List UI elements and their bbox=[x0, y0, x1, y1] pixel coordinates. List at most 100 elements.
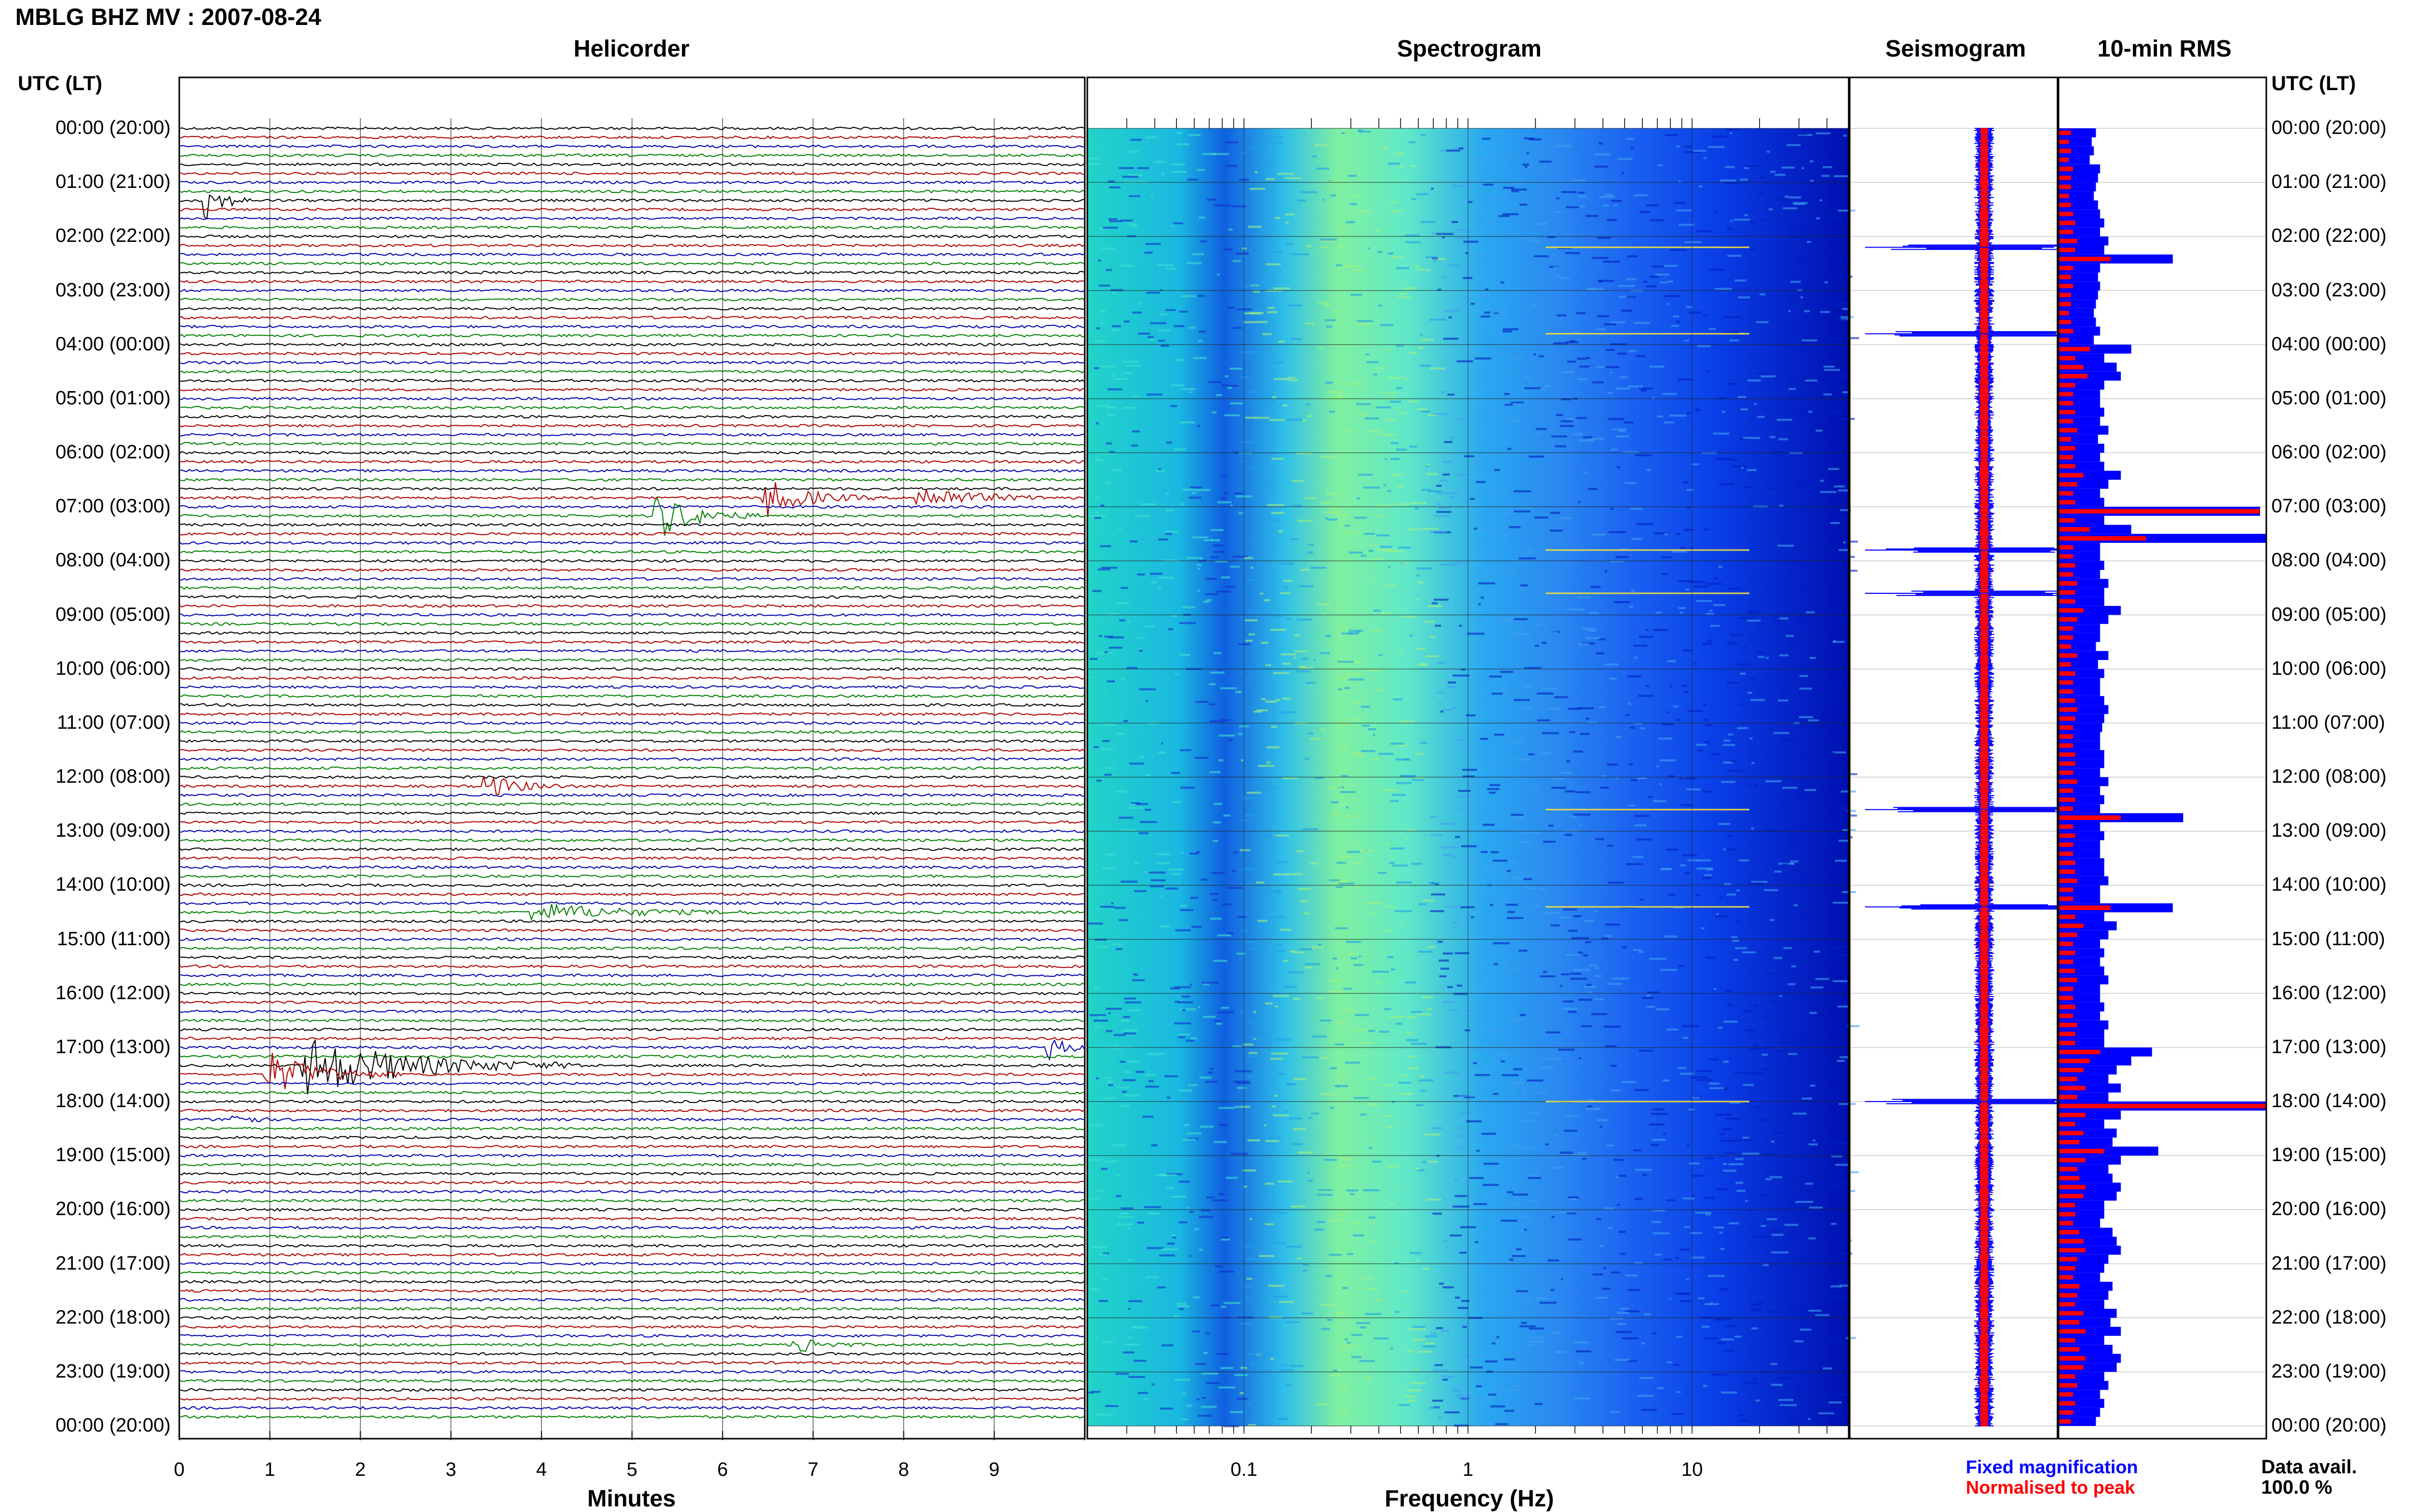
spectrogram-speckle bbox=[1341, 1158, 1353, 1160]
spectrogram-speckle bbox=[1730, 760, 1736, 762]
spectrogram-speckle bbox=[1200, 878, 1208, 881]
spectrogram-speckle bbox=[1394, 910, 1412, 913]
spectrogram-speckle bbox=[1493, 1092, 1499, 1095]
spectrogram-speckle bbox=[1608, 418, 1625, 420]
spectrogram-speckle bbox=[1401, 922, 1404, 924]
spectrogram-speckle bbox=[1638, 387, 1653, 390]
spectrogram-speckle bbox=[1702, 790, 1713, 793]
spectrogram-speckle bbox=[1426, 465, 1429, 468]
spectrogram-speckle bbox=[1578, 1362, 1584, 1364]
spectrogram-speckle bbox=[1119, 1020, 1130, 1022]
spectrogram-speckle bbox=[1216, 1023, 1222, 1025]
spectrogram-speckle bbox=[1455, 237, 1472, 239]
spectrogram-speckle bbox=[1589, 964, 1597, 967]
spectrogram-speckle bbox=[1686, 506, 1691, 509]
spectrogram-speckle bbox=[1478, 158, 1489, 161]
spectrogram-speckle bbox=[1848, 1171, 1859, 1173]
spectrogram-speckle bbox=[1275, 1038, 1292, 1041]
spectrogram-speckle bbox=[1182, 488, 1195, 491]
spectrogram-speckle bbox=[1420, 133, 1426, 136]
spectrogram-speckle bbox=[1159, 1254, 1175, 1257]
spectrogram-speckle bbox=[1440, 968, 1449, 970]
spectrogram-speckle bbox=[1277, 861, 1287, 864]
spectrogram-speckle bbox=[1326, 181, 1338, 183]
spectrogram-speckle bbox=[1697, 1297, 1705, 1300]
spectrogram-speckle bbox=[1770, 919, 1775, 921]
spectrogram-speckle bbox=[1661, 556, 1672, 559]
spectrogram-speckle bbox=[1237, 1087, 1246, 1089]
spectrogram-speckle bbox=[1453, 993, 1468, 995]
spectrogram-speckle bbox=[1507, 1191, 1514, 1194]
spectrogram-speckle bbox=[1193, 1296, 1200, 1299]
spectrogram-speckle bbox=[1709, 610, 1713, 612]
spectrogram-speckle bbox=[1800, 160, 1809, 163]
rms-bar-normalised bbox=[2059, 392, 2073, 397]
spectrogram-speckle bbox=[1535, 1297, 1547, 1300]
spectrogram-speckle bbox=[1589, 437, 1604, 440]
spectrogram-speckle bbox=[1519, 557, 1536, 560]
spectrogram-speckle bbox=[1349, 382, 1366, 385]
spectrogram-speckle bbox=[1273, 1114, 1290, 1117]
spectrogram-speckle bbox=[1676, 719, 1681, 721]
rms-bar-normalised bbox=[2059, 401, 2073, 406]
spectrogram-speckle bbox=[1500, 1220, 1518, 1222]
spectrogram-speckle bbox=[1323, 612, 1326, 615]
spectrogram-speckle bbox=[1436, 485, 1442, 487]
spectrogram-speckle bbox=[1485, 221, 1493, 224]
spectrogram-speckle bbox=[1436, 511, 1451, 513]
spectrogram-speckle bbox=[1524, 376, 1530, 378]
spectrogram-speckle bbox=[1511, 401, 1524, 404]
spectrogram-speckle bbox=[1277, 893, 1280, 895]
helicorder-trace bbox=[179, 775, 1085, 779]
spectrogram-speckle bbox=[1455, 836, 1460, 838]
spectrogram-speckle bbox=[1539, 1092, 1545, 1094]
spectrogram-speckle bbox=[1416, 648, 1426, 650]
spectrogram-speckle bbox=[1506, 917, 1524, 919]
spectrogram-speckle bbox=[1412, 779, 1424, 781]
spectrogram-speckle bbox=[1289, 1365, 1303, 1367]
helicorder-trace bbox=[179, 811, 1085, 815]
spectrogram-speckle bbox=[1253, 290, 1260, 293]
spectrogram-speckle bbox=[1680, 1073, 1694, 1075]
hour-label-left: 00:00 (20:00) bbox=[55, 1415, 171, 1436]
helicorder-trace bbox=[179, 1315, 1085, 1320]
spectrogram-speckle bbox=[1102, 740, 1110, 743]
spectrogram-speckle bbox=[1139, 832, 1149, 835]
spectrogram-speckle bbox=[1351, 1356, 1362, 1358]
spectrogram-speckle bbox=[1400, 412, 1407, 415]
spectrogram-speckle bbox=[1432, 1213, 1442, 1215]
spectrogram-speckle bbox=[1149, 885, 1164, 888]
spectrogram-speckle bbox=[1800, 1328, 1812, 1331]
spectrogram-speckle bbox=[1354, 1029, 1371, 1031]
spectrogram-speckle bbox=[1299, 900, 1309, 902]
spectrogram-speckle bbox=[1455, 1394, 1472, 1396]
spectrogram-speckle bbox=[1114, 906, 1126, 909]
spectrogram-speckle bbox=[1367, 1103, 1381, 1106]
spectrogram-speckle bbox=[1429, 636, 1436, 638]
spectrogram-speckle bbox=[1679, 777, 1695, 780]
spectrogram-speckle bbox=[1159, 576, 1174, 579]
rms-bar-normalised bbox=[2059, 409, 2075, 415]
spectrogram-speckle bbox=[1123, 320, 1130, 323]
spectrogram-speckle bbox=[1186, 557, 1202, 559]
spectrogram-speckle bbox=[1346, 941, 1361, 943]
spectrogram-speckle bbox=[1788, 983, 1796, 985]
spectrogram-speckle bbox=[1788, 310, 1791, 313]
rms-bar-normalised bbox=[2059, 833, 2075, 838]
spectrogram-speckle bbox=[1542, 732, 1559, 734]
spectrogram-speckle bbox=[1770, 1000, 1780, 1003]
spectrogram-speckle bbox=[1336, 881, 1350, 883]
spectrogram-speckle bbox=[1424, 1335, 1438, 1337]
spectrogram-speckle bbox=[1150, 322, 1166, 324]
spectrogram-speckle bbox=[1243, 321, 1258, 323]
helicorder-trace bbox=[179, 982, 1085, 986]
spectrogram-speckle bbox=[1742, 951, 1758, 954]
spectrogram-speckle bbox=[1190, 896, 1199, 899]
spectrogram-speckle bbox=[1704, 741, 1710, 744]
spectrogram-speckle bbox=[1105, 1097, 1115, 1099]
spectrogram-speckle bbox=[1740, 408, 1748, 410]
spectrogram-speckle bbox=[1135, 514, 1151, 517]
rms-bar-normalised bbox=[2059, 1104, 2266, 1109]
spectrogram-speckle bbox=[1695, 407, 1699, 410]
spectrogram-speckle bbox=[1546, 707, 1561, 710]
